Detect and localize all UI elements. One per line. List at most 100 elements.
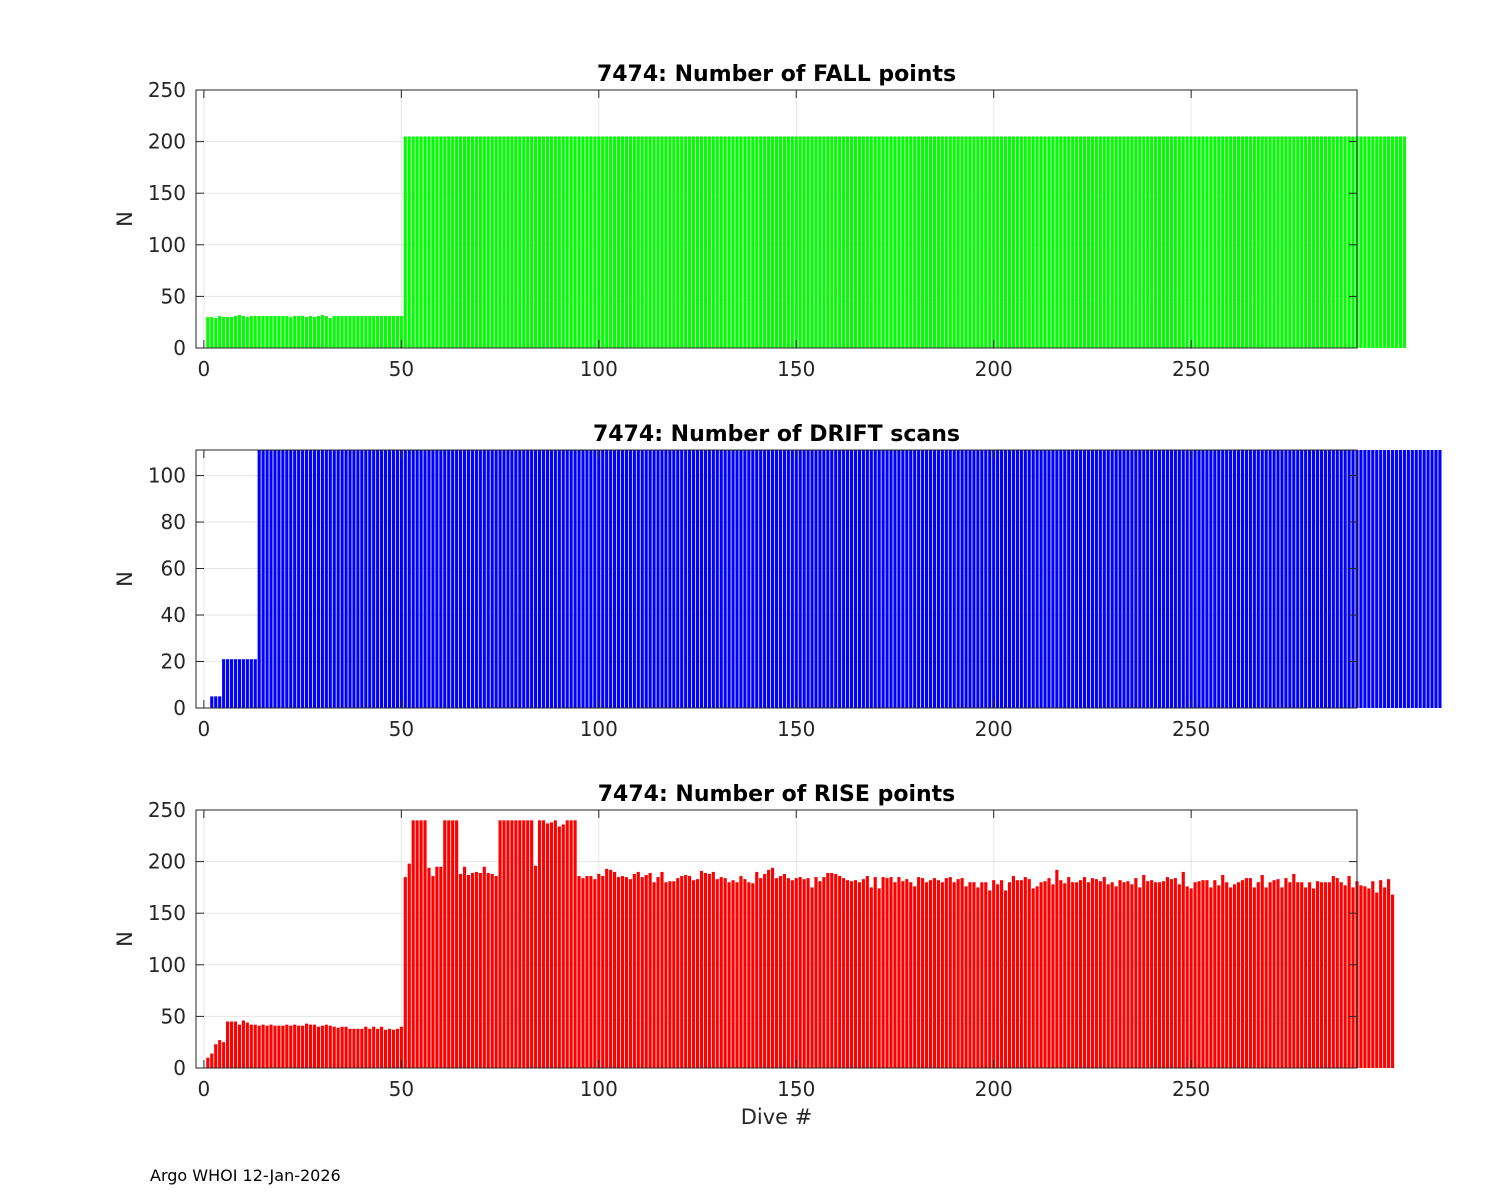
bar	[778, 876, 783, 1068]
bar	[1146, 136, 1150, 348]
bar	[1122, 450, 1126, 708]
bar	[1260, 875, 1264, 1068]
bar	[932, 136, 937, 348]
bar	[727, 882, 731, 1068]
bar	[1256, 136, 1260, 348]
bar	[1106, 136, 1110, 348]
bar	[253, 659, 257, 708]
y-tick-label: 100	[148, 233, 186, 257]
bar	[1426, 450, 1430, 708]
bar	[549, 136, 553, 348]
axes-box	[195, 89, 1358, 349]
bar	[1319, 136, 1324, 348]
bar	[304, 317, 309, 348]
bar	[530, 450, 534, 708]
bar	[968, 136, 972, 348]
bar	[1094, 879, 1098, 1068]
x-tick-label: 250	[1172, 717, 1210, 741]
bar	[526, 450, 530, 708]
bar	[767, 869, 771, 1068]
bar	[1015, 136, 1019, 348]
bar	[245, 317, 249, 348]
bar	[1335, 450, 1339, 708]
bar	[814, 450, 818, 708]
bar	[451, 136, 455, 348]
bar	[798, 136, 802, 348]
bar	[889, 877, 893, 1068]
bar	[743, 450, 747, 708]
bar	[1055, 869, 1059, 1068]
bar	[459, 136, 463, 348]
bar	[1161, 881, 1166, 1068]
bar	[660, 136, 664, 348]
bar	[660, 450, 664, 708]
bar	[380, 1026, 384, 1068]
y-tick-label: 100	[148, 953, 186, 977]
bar	[672, 881, 676, 1068]
bar	[960, 878, 964, 1068]
bar	[605, 136, 609, 348]
bar	[1414, 450, 1418, 708]
bar	[632, 873, 636, 1068]
bar	[293, 450, 297, 708]
bar	[1000, 880, 1004, 1068]
bar	[387, 316, 392, 348]
bar	[585, 136, 589, 348]
bar	[1031, 888, 1035, 1068]
bar	[281, 316, 285, 348]
chart-panel-3: 0 50 100 150 200 250 0 50 100 150 200 250 7474: Numb…	[113, 782, 1395, 1129]
bar	[522, 450, 526, 708]
bar	[478, 450, 482, 708]
bar	[482, 136, 486, 348]
bar	[842, 136, 846, 348]
bar	[549, 822, 553, 1068]
bar	[1157, 882, 1162, 1068]
bar	[1339, 450, 1343, 708]
y-tick-label: 50	[161, 1004, 186, 1028]
bar	[226, 1021, 230, 1068]
bar	[601, 876, 605, 1068]
x-tick-label: 250	[1172, 357, 1210, 381]
bar	[1304, 450, 1308, 708]
bar	[881, 877, 885, 1068]
bar	[1315, 136, 1320, 348]
bar	[1209, 136, 1213, 348]
bar	[1383, 450, 1387, 708]
bar	[1323, 882, 1327, 1068]
bar	[857, 450, 862, 708]
bar	[427, 450, 431, 708]
bar	[893, 882, 897, 1068]
bar	[960, 450, 964, 708]
bar	[356, 450, 360, 708]
bar	[707, 873, 711, 1068]
bar	[514, 450, 518, 708]
bar	[1217, 450, 1221, 708]
bar	[794, 136, 798, 348]
bar	[988, 136, 992, 348]
bar	[1248, 450, 1252, 708]
bar	[561, 136, 565, 348]
bar	[537, 136, 542, 348]
bar	[1371, 881, 1375, 1068]
bar	[1398, 136, 1403, 348]
bar	[1098, 450, 1102, 708]
bar	[992, 450, 996, 708]
bar	[1154, 136, 1158, 348]
bar	[1169, 879, 1173, 1068]
bar	[1071, 882, 1075, 1068]
bar	[877, 888, 881, 1068]
bar	[530, 136, 534, 348]
bar	[387, 1028, 392, 1068]
y-tick-label: 100	[148, 464, 186, 488]
bar	[731, 880, 735, 1068]
bar	[265, 316, 269, 348]
chart-title: 7474: Number of DRIFT scans	[593, 422, 960, 447]
bar	[494, 136, 498, 348]
bar	[648, 450, 652, 708]
bar	[873, 450, 877, 708]
bar	[636, 136, 640, 348]
bar	[1094, 450, 1098, 708]
bar	[869, 450, 873, 708]
bar	[1323, 450, 1327, 708]
bar	[1363, 450, 1367, 708]
